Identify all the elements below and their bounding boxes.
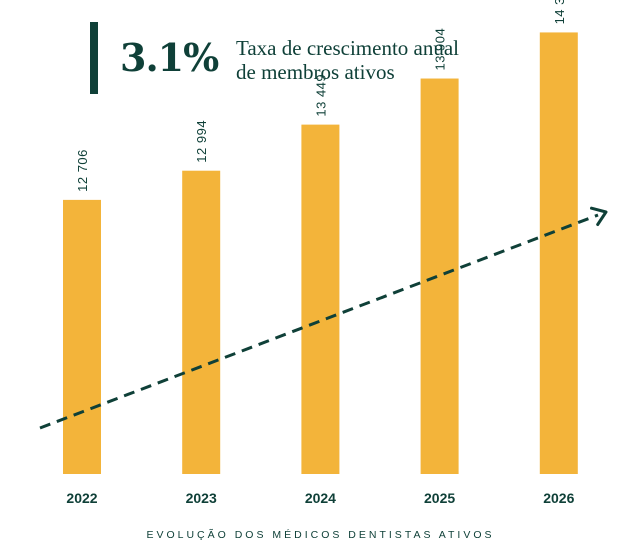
- category-label-2025: 2025: [424, 490, 455, 506]
- bars-group: [63, 32, 578, 475]
- bar-2023: [182, 170, 221, 474]
- category-label-2024: 2024: [305, 490, 336, 506]
- growth-rate-subtitle: Taxa de crescimento anual de membros ati…: [236, 36, 556, 84]
- subtitle-line-1: Taxa de crescimento anual: [236, 36, 460, 60]
- header: 3.1% Taxa de crescimento anual de membro…: [90, 22, 570, 94]
- value-label-2025: 13 904: [433, 28, 448, 71]
- trend-line: [39, 213, 599, 430]
- chart-caption: EVOLUÇÃO DOS MÉDICOS DENTISTAS ATIVOS: [146, 529, 495, 541]
- value-labels-group: 12 706 12 994 13 449 13 904 14 359: [75, 0, 567, 192]
- category-labels-group: 2022 2023 2024 2025 2026: [66, 490, 574, 506]
- value-label-2023: 12 994: [194, 120, 209, 163]
- bar-2022: [63, 199, 101, 474]
- category-label-2023: 2023: [186, 490, 217, 506]
- accent-bar: [90, 22, 98, 94]
- growth-rate-value: 3.1%: [120, 35, 219, 80]
- bar-2024: [301, 124, 340, 474]
- category-label-2026: 2026: [543, 490, 574, 506]
- value-label-2022: 12 706: [75, 149, 90, 192]
- value-label-2026: 14 359: [552, 0, 567, 24]
- trend-line-group: [39, 206, 608, 430]
- subtitle-line-2: de membros ativos: [236, 60, 395, 84]
- category-label-2022: 2022: [66, 490, 97, 506]
- bar-2026: [539, 32, 578, 475]
- bar-2025: [420, 78, 459, 474]
- trend-arrow-head: [589, 206, 608, 226]
- value-label-2024: 13 449: [313, 74, 328, 117]
